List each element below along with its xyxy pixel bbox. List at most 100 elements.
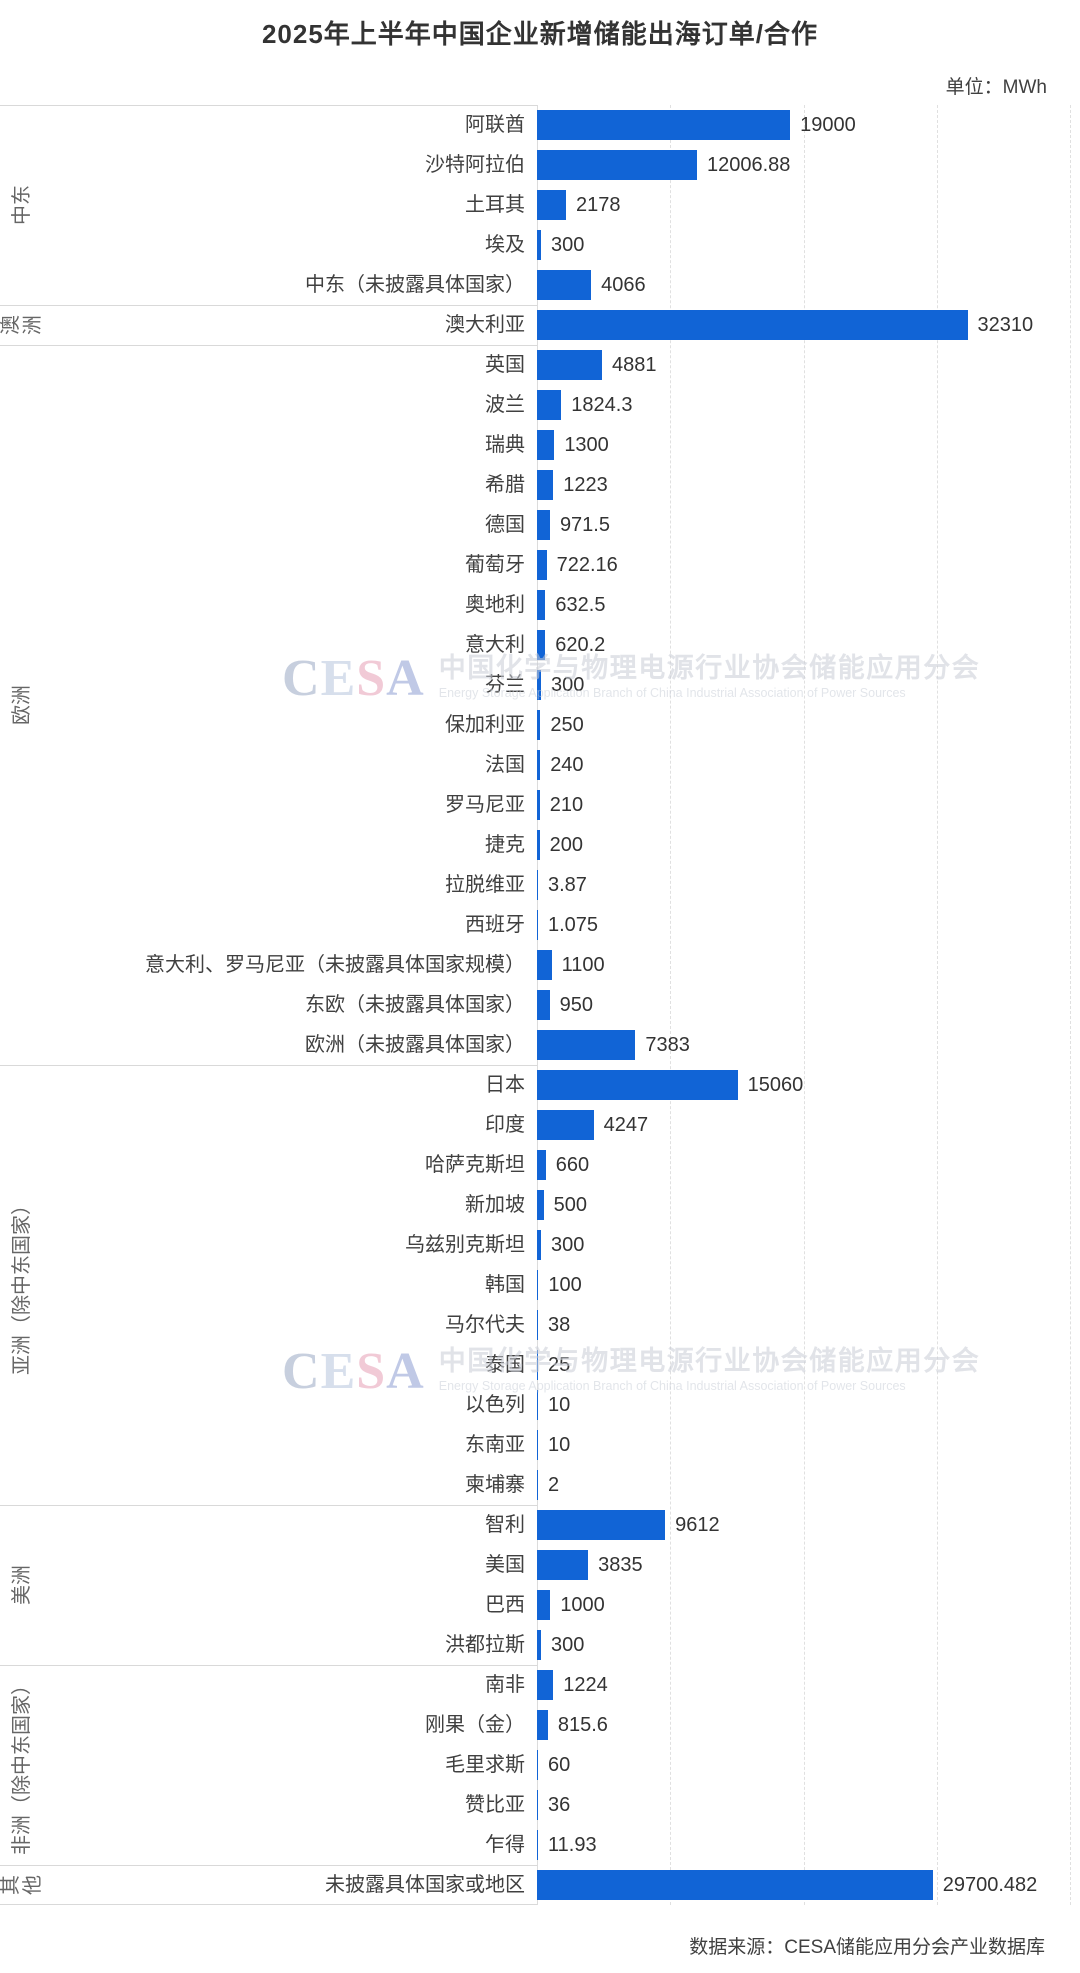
bar	[537, 310, 968, 340]
chart-row: 沙特阿拉伯 12006.88	[0, 145, 1080, 185]
chart-row: 韩国 100	[0, 1265, 1080, 1305]
value-label: 38	[548, 1314, 571, 1336]
region-section: 美洲 智利 9612 美国 3835 巴西 1000 洪都拉斯 300	[0, 1505, 1080, 1665]
value-label: 3835	[598, 1554, 643, 1576]
value-label: 1300	[564, 434, 609, 456]
plot-area: 19000	[537, 105, 1080, 145]
bar	[537, 1830, 538, 1860]
category-label: 英国	[485, 354, 525, 376]
value-label: 300	[550, 1634, 585, 1656]
gridline	[803, 105, 805, 1905]
bar	[537, 1710, 548, 1740]
plot-area: 950	[537, 985, 1080, 1025]
plot-area: 971.5	[537, 505, 1080, 545]
bar	[537, 1350, 538, 1380]
plot-area: 38	[537, 1305, 1080, 1345]
value-label: 620.2	[555, 634, 606, 656]
plot-area: 10	[537, 1425, 1080, 1465]
plot-area: 815.6	[537, 1705, 1080, 1745]
value-label: 29700.482	[942, 1874, 1038, 1896]
bar	[537, 470, 554, 500]
chart-row: 西班牙 1.075	[0, 905, 1080, 945]
chart-row: 中东（未披露具体国家） 4066	[0, 265, 1080, 305]
category-label: 欧洲（未披露具体国家）	[305, 1034, 525, 1056]
plot-area: 250	[537, 705, 1080, 745]
value-label: 722.16	[556, 554, 618, 576]
category-label: 洪都拉斯	[445, 1634, 525, 1656]
chart-row: 新加坡 500	[0, 1185, 1080, 1225]
chart-row: 英国 4881	[0, 345, 1080, 385]
category-label: 保加利亚	[445, 714, 525, 736]
chart-row: 欧洲（未披露具体国家） 7383	[0, 1025, 1080, 1065]
bar	[537, 1550, 589, 1580]
bar	[537, 950, 552, 980]
category-label: 东欧（未披露具体国家）	[305, 994, 525, 1016]
value-label: 1100	[561, 954, 605, 976]
chart-row: 以色列 10	[0, 1385, 1080, 1425]
value-label: 32310	[977, 314, 1034, 336]
chart-row: 奥地利 632.5	[0, 585, 1080, 625]
value-label: 200	[549, 834, 584, 856]
category-label: 奥地利	[465, 594, 525, 616]
category-label: 赞比亚	[465, 1794, 525, 1816]
category-label: 拉脱维亚	[445, 874, 525, 896]
value-label: 10	[548, 1434, 571, 1456]
bar	[537, 590, 546, 620]
chart-row: 希腊 1223	[0, 465, 1080, 505]
plot-area: 210	[537, 785, 1080, 825]
chart-row: 印度 4247	[0, 1105, 1080, 1145]
category-label: 南非	[485, 1674, 525, 1696]
category-label: 柬埔寨	[465, 1474, 525, 1496]
value-label: 60	[548, 1754, 571, 1776]
chart-row: 法国 240	[0, 745, 1080, 785]
chart-row: 意大利 620.2	[0, 625, 1080, 665]
bar	[537, 150, 697, 180]
bar	[537, 230, 541, 260]
category-label: 土耳其	[465, 194, 525, 216]
chart-row: 南非 1224	[0, 1665, 1080, 1705]
data-source-label: 数据来源：CESA储能应用分会产业数据库	[689, 1937, 1045, 1958]
plot-area: 1100	[537, 945, 1080, 985]
plot-area: 1224	[537, 1665, 1080, 1705]
region-section: 澳洲 澳大利亚 32310	[0, 305, 1080, 345]
category-label: 埃及	[485, 234, 525, 256]
bar	[537, 1230, 541, 1260]
bar	[537, 1270, 539, 1300]
category-label: 西班牙	[465, 914, 525, 936]
chart-row: 乍得 11.93	[0, 1825, 1080, 1865]
category-label: 哈萨克斯坦	[425, 1154, 525, 1176]
chart-row: 意大利、罗马尼亚（未披露具体国家规模） 1100	[0, 945, 1080, 985]
bar	[537, 550, 547, 580]
bar	[537, 1310, 538, 1340]
region-section: 中东 阿联酋 19000 沙特阿拉伯 12006.88 土耳其 2178 埃及 300 中东（未披…	[0, 105, 1080, 305]
category-label: 韩国	[485, 1274, 525, 1296]
chart-row: 德国 971.5	[0, 505, 1080, 545]
value-label: 300	[550, 674, 585, 696]
region-section: 欧洲 英国 4881 波兰 1824.3 瑞典 1300 希腊 1223 德国 971.5 葡萄牙 72…	[0, 345, 1080, 1065]
category-label: 捷克	[485, 834, 525, 856]
plot-area: 300	[537, 1225, 1080, 1265]
chart-row: 赞比亚 36	[0, 1785, 1080, 1825]
plot-area: 200	[537, 825, 1080, 865]
category-label: 未披露具体国家或地区	[325, 1874, 525, 1896]
bar	[537, 1750, 538, 1780]
category-label: 智利	[485, 1514, 525, 1536]
category-label: 泰国	[485, 1354, 525, 1376]
chart-row: 捷克 200	[0, 825, 1080, 865]
value-label: 1224	[563, 1674, 608, 1696]
chart-row: 芬兰 300	[0, 665, 1080, 705]
bar	[537, 510, 550, 540]
value-label: 240	[550, 754, 584, 776]
value-label: 815.6	[557, 1714, 608, 1736]
plot-area: 100	[537, 1265, 1080, 1305]
value-label: 11.93	[548, 1834, 597, 1856]
bar	[537, 910, 538, 940]
plot-area: 15060	[537, 1065, 1080, 1105]
bar	[537, 1070, 738, 1100]
category-label: 马尔代夫	[445, 1314, 525, 1336]
category-label: 美国	[485, 1554, 525, 1576]
category-label: 印度	[485, 1114, 525, 1136]
value-label: 300	[550, 234, 585, 256]
bar	[537, 990, 550, 1020]
value-label: 9612	[675, 1514, 720, 1536]
